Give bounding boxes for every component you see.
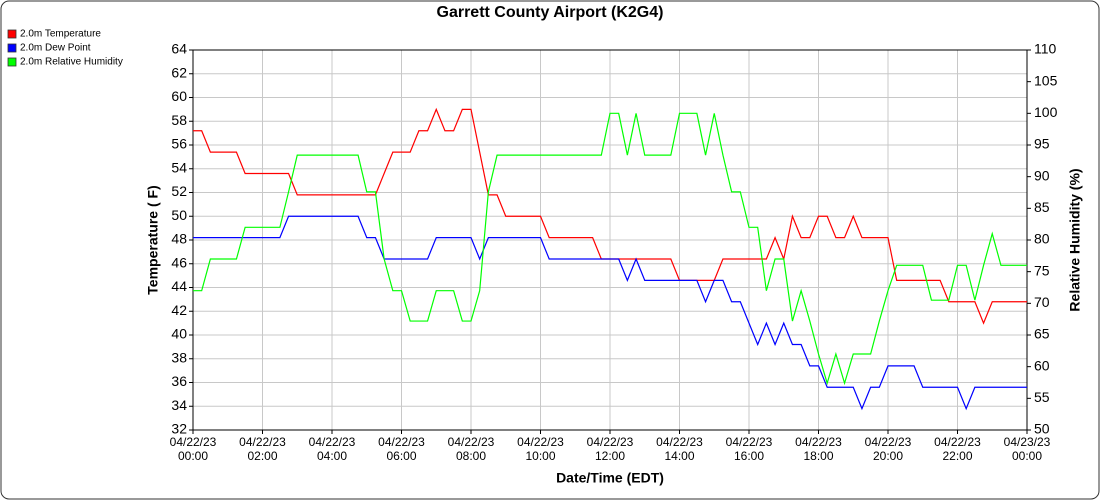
legend-swatch xyxy=(7,43,17,53)
x-tick-label: 04/23/23 00:00 xyxy=(1003,435,1051,463)
y2-tick-label: 70 xyxy=(1034,294,1050,310)
y-axis-label: Temperature ( F) xyxy=(145,185,161,294)
y-tick-label: 40 xyxy=(171,326,187,342)
legend-swatch xyxy=(7,29,17,39)
y2-tick-label: 105 xyxy=(1034,72,1058,88)
y-tick-label: 44 xyxy=(171,278,187,294)
y-tick-label: 62 xyxy=(171,64,187,80)
y-tick-label: 50 xyxy=(171,207,187,223)
x-tick-label: 04/22/23 18:00 xyxy=(795,435,842,463)
y-tick-label: 52 xyxy=(171,183,187,199)
x-tick-label: 04/22/23 16:00 xyxy=(725,435,773,463)
y2-tick-label: 90 xyxy=(1034,167,1050,183)
y-tick-label: 54 xyxy=(171,159,187,175)
y-tick-label: 56 xyxy=(171,136,187,152)
legend-label: 2.0m Temperature xyxy=(20,29,101,40)
y-tick-label: 48 xyxy=(171,231,187,247)
x-tick-label: 04/22/23 00:00 xyxy=(169,435,217,463)
x-tick-label: 04/22/23 14:00 xyxy=(656,435,703,463)
y2-axis-label: Relative Humidity (%) xyxy=(1067,168,1083,311)
legend-swatch xyxy=(7,57,17,67)
y2-tick-label: 100 xyxy=(1034,104,1058,120)
x-tick-label: 04/22/23 22:00 xyxy=(934,435,981,463)
x-tick-label: 04/22/23 20:00 xyxy=(864,435,912,463)
y-tick-label: 38 xyxy=(171,349,187,365)
x-tick-label: 04/22/23 12:00 xyxy=(586,435,634,463)
y2-tick-label: 95 xyxy=(1034,136,1050,152)
series-line xyxy=(193,215,1027,411)
y-tick-label: 60 xyxy=(171,88,187,104)
chart-title: Garrett County Airport (K2G4) xyxy=(437,4,664,21)
plot-area xyxy=(192,49,1028,431)
y-tick-label: 64 xyxy=(171,41,187,57)
y2-tick-label: 50 xyxy=(1034,421,1050,437)
x-tick-label: 04/22/23 04:00 xyxy=(308,435,356,463)
x-tick-label: 04/22/23 10:00 xyxy=(517,435,564,463)
legend-label: 2.0m Relative Humidity xyxy=(20,57,123,68)
y-tick-label: 58 xyxy=(171,112,187,128)
series-line xyxy=(193,112,1027,386)
y-tick-label: 34 xyxy=(171,397,187,413)
y2-tick-label: 60 xyxy=(1034,357,1050,373)
y2-tick-label: 65 xyxy=(1034,326,1050,342)
y2-tick-label: 110 xyxy=(1034,41,1057,57)
y2-tick-label: 85 xyxy=(1034,199,1050,215)
x-tick-label: 04/22/23 02:00 xyxy=(239,435,286,463)
y2-tick-label: 75 xyxy=(1034,262,1050,278)
y-tick-label: 32 xyxy=(171,421,187,437)
y-tick-label: 36 xyxy=(171,373,187,389)
y2-tick-label: 80 xyxy=(1034,231,1050,247)
y-tick-label: 42 xyxy=(171,302,187,318)
x-axis-label: Date/Time (EDT) xyxy=(556,470,664,486)
y2-tick-label: 55 xyxy=(1034,389,1050,405)
x-tick-label: 04/22/23 08:00 xyxy=(447,435,495,463)
x-tick-label: 04/22/23 06:00 xyxy=(378,435,425,463)
y-tick-label: 46 xyxy=(171,254,187,270)
legend-label: 2.0m Dew Point xyxy=(20,43,91,54)
